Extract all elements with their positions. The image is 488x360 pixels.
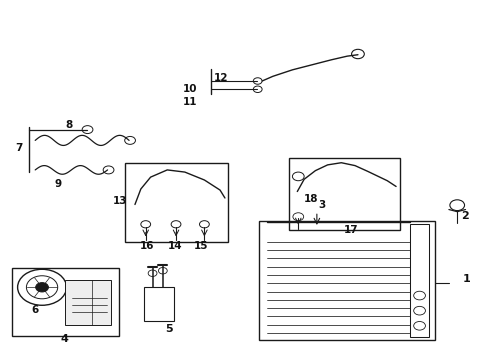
- Bar: [125, 163, 227, 242]
- Text: 9: 9: [54, 179, 61, 189]
- Text: 7: 7: [15, 143, 22, 153]
- Bar: [288, 158, 399, 230]
- Text: 18: 18: [303, 194, 318, 204]
- Text: 2: 2: [460, 211, 468, 221]
- Text: 8: 8: [66, 120, 73, 130]
- Text: 17: 17: [343, 225, 358, 235]
- Text: 11: 11: [182, 96, 197, 107]
- Bar: [12, 268, 119, 336]
- Text: 1: 1: [462, 274, 470, 284]
- Text: 4: 4: [61, 334, 68, 344]
- Text: 10: 10: [182, 84, 197, 94]
- Bar: [64, 280, 111, 325]
- Text: 16: 16: [139, 241, 154, 251]
- Bar: [259, 221, 434, 340]
- Bar: [144, 287, 173, 321]
- Text: 5: 5: [164, 324, 172, 334]
- Text: 12: 12: [213, 73, 228, 84]
- Text: 14: 14: [167, 241, 182, 251]
- Text: 13: 13: [113, 196, 127, 206]
- Text: 15: 15: [194, 241, 208, 251]
- Bar: [409, 224, 428, 337]
- Text: 6: 6: [32, 305, 39, 315]
- Circle shape: [36, 283, 48, 292]
- Text: 3: 3: [318, 200, 325, 210]
